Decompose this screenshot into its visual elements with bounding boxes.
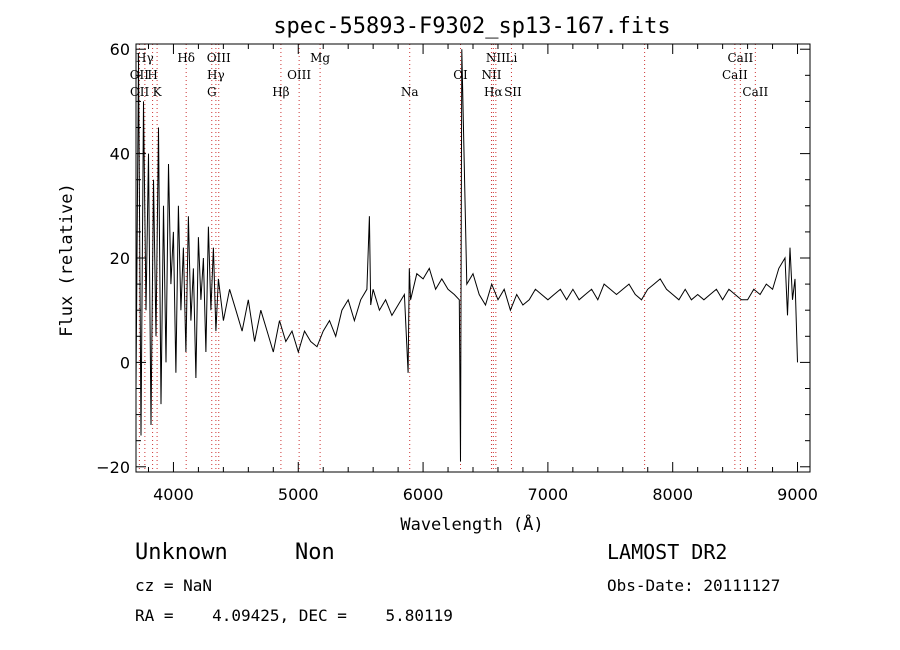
x-tick-label: 7000 xyxy=(528,485,569,504)
spectral-line-label: Na xyxy=(401,85,419,99)
spectral-line-label: Hα xyxy=(484,85,503,99)
x-tick-label: 4000 xyxy=(153,485,194,504)
spectral-line-label: CaII xyxy=(722,68,748,82)
spectral-line-label: OIII xyxy=(207,51,231,65)
spectrum-line xyxy=(135,49,798,462)
spectral-line-label: OII xyxy=(130,85,150,99)
spectral-line-label: SII xyxy=(504,85,522,99)
y-axis-label: Flux (relative) xyxy=(57,183,77,337)
spectral-line-label: G xyxy=(207,85,217,99)
spectral-line-label: Hδ xyxy=(177,51,195,65)
observation-date: Obs-Date: 20111127 xyxy=(607,576,781,595)
spectral-line-label: OIII xyxy=(287,68,311,82)
redshift-cz: cz = NaN xyxy=(135,576,213,595)
spectral-line-label: CaII xyxy=(742,85,768,99)
x-tick-label: 6000 xyxy=(403,485,444,504)
spectral-line-label: CaII xyxy=(727,51,753,65)
plot-frame xyxy=(135,43,811,473)
chart-title: spec-55893-F9302_sp13-167.fits xyxy=(273,14,670,39)
spectral-line-label: NII xyxy=(481,68,501,82)
spectral-line-label: Li xyxy=(506,51,518,65)
y-tick-label: 0 xyxy=(120,353,130,372)
spectral-line-label: K xyxy=(153,85,163,99)
x-axis-ticks: 4000 5000 6000 7000 8000 9000 xyxy=(147,44,818,504)
x-tick-label: 5000 xyxy=(278,485,319,504)
spectral-line-label: Hβ xyxy=(272,85,289,99)
spectral-line-label: Hγ xyxy=(207,68,225,82)
y-axis-ticks: −20 0 20 40 60 xyxy=(96,40,810,477)
spectral-line-label: H xyxy=(147,68,157,82)
spectral-line-markers xyxy=(138,44,756,472)
survey-name: LAMOST DR2 xyxy=(607,540,728,564)
y-tick-label: 20 xyxy=(110,249,130,268)
y-tick-label: −20 xyxy=(96,458,130,477)
x-axis-label: Wavelength (Å) xyxy=(400,513,543,535)
y-tick-label: 60 xyxy=(110,40,130,59)
object-class: Unknown xyxy=(135,540,228,565)
ra-dec-coordinates: RA = 4.09425, DEC = 5.80119 xyxy=(135,606,453,625)
spectral-line-label: Mg xyxy=(310,51,330,65)
spectral-line-label: Hγ xyxy=(136,51,154,65)
spectral-line-label: NII xyxy=(486,51,506,65)
spectral-line-label: OI xyxy=(453,68,468,82)
x-tick-label: 9000 xyxy=(777,485,818,504)
y-tick-label: 40 xyxy=(110,145,130,164)
x-tick-label: 8000 xyxy=(652,485,693,504)
object-subclass: Non xyxy=(295,540,335,565)
